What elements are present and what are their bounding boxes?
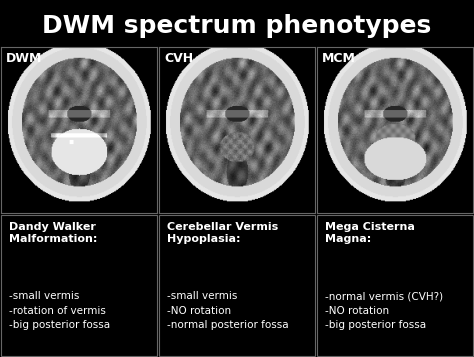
Text: Dandy Walker
Malformation:: Dandy Walker Malformation: xyxy=(9,222,98,244)
Text: -small vermis
-NO rotation
-normal posterior fossa: -small vermis -NO rotation -normal poste… xyxy=(167,291,289,330)
Text: DWM: DWM xyxy=(6,52,43,65)
Text: DWM spectrum phenotypes: DWM spectrum phenotypes xyxy=(42,14,432,37)
Text: -small vermis
-rotation of vermis
-big posterior fossa: -small vermis -rotation of vermis -big p… xyxy=(9,291,110,330)
Text: CVH: CVH xyxy=(164,52,193,65)
Text: Cerebellar Vermis
Hypoplasia:: Cerebellar Vermis Hypoplasia: xyxy=(167,222,278,244)
Text: -normal vermis (CVH?)
-NO rotation
-big posterior fossa: -normal vermis (CVH?) -NO rotation -big … xyxy=(325,291,443,330)
Text: Mega Cisterna
Magna:: Mega Cisterna Magna: xyxy=(325,222,415,244)
Text: MCM: MCM xyxy=(322,52,356,65)
